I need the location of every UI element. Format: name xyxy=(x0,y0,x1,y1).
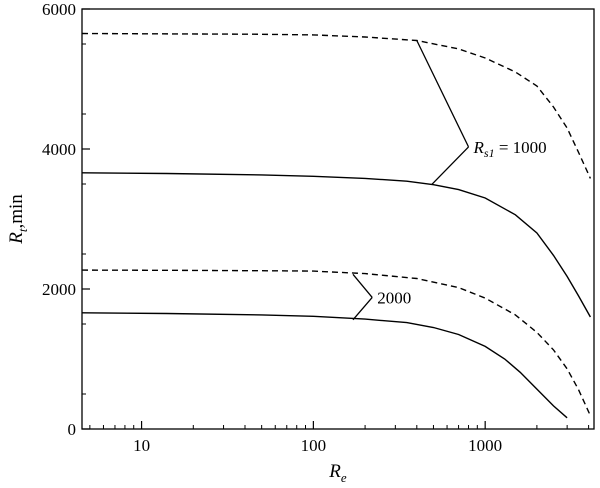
y-tick-label: 2000 xyxy=(42,280,76,299)
annotations: Rs1 = 1000 2000 xyxy=(352,40,547,321)
annotation-label: Rs1 = 1000 xyxy=(473,138,547,160)
y-axis-label: Rt,min xyxy=(6,194,30,245)
series-line xyxy=(81,269,592,416)
annotation-label: 2000 xyxy=(377,288,411,307)
x-axis-label: Re xyxy=(328,461,347,485)
series-line xyxy=(81,172,592,318)
y-tick-label: 0 xyxy=(68,420,77,439)
annotation-leader xyxy=(416,40,470,148)
x-tick-label: 1000 xyxy=(468,436,502,455)
y-tick-label: 4000 xyxy=(42,140,76,159)
axis-ticks xyxy=(82,8,590,430)
annotation-leader xyxy=(352,273,373,298)
x-tick-label: 100 xyxy=(301,436,327,455)
series-line xyxy=(81,312,568,419)
annotation-leader xyxy=(352,296,373,321)
series-layer xyxy=(81,32,592,419)
x-tick-label: 10 xyxy=(133,436,150,455)
y-tick-label: 6000 xyxy=(42,0,76,19)
plot-frame xyxy=(81,8,595,430)
series-line xyxy=(81,32,592,179)
annotation-leader xyxy=(431,146,469,185)
tick-labels: 10 100 1000 0 2000 4000 6000 xyxy=(42,0,502,455)
